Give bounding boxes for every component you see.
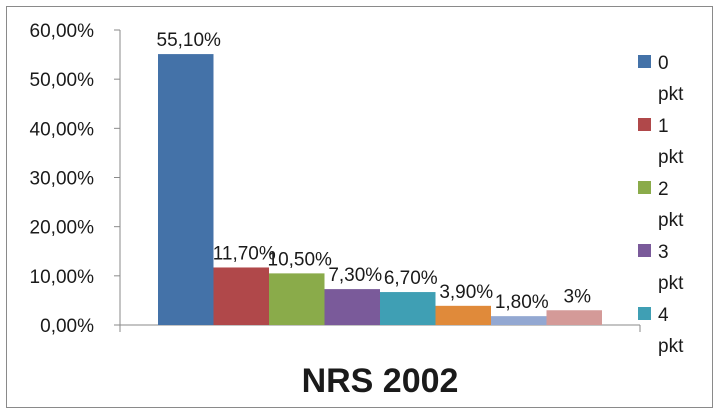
legend-label: 3 (658, 242, 669, 263)
legend-label-unit: pkt (658, 336, 684, 357)
legend-swatch (638, 244, 651, 257)
bar (213, 267, 269, 325)
bar (546, 310, 602, 325)
y-tick-label: 50,00% (30, 70, 95, 91)
data-label: 10,50% (268, 249, 333, 270)
data-label: 6,70% (384, 268, 438, 289)
bar (269, 273, 325, 325)
bar (158, 54, 214, 325)
legend-swatch (638, 181, 651, 194)
legend-label-unit: pkt (658, 210, 684, 231)
data-labels: 55,10% 11,70%10,50%7,30% 6,70%3,90% 1,80% 3% (157, 30, 592, 313)
legend-label-unit: pkt (658, 273, 684, 294)
data-label: 7,30% (328, 265, 382, 286)
bars (158, 54, 602, 325)
data-label: 1,80% (495, 292, 549, 313)
y-tick-label: 20,00% (30, 218, 95, 239)
y-tick-label: 30,00% (30, 169, 95, 190)
y-tick-label: 40,00% (30, 119, 95, 140)
data-label: 3,90% (439, 282, 493, 303)
legend-swatch (638, 55, 651, 68)
y-tick-label: 10,00% (30, 267, 95, 288)
legend-swatch (638, 307, 651, 320)
bar (380, 292, 436, 325)
legend: 0 pkt 1 pkt 2 pkt 3 pkt 4 pkt (638, 53, 684, 357)
data-label: 11,70% (213, 243, 276, 264)
y-tick-label: 0,00% (40, 316, 94, 337)
legend-label: 4 (658, 305, 669, 326)
data-label: 55,10% (157, 30, 222, 51)
legend-label-unit: pkt (658, 84, 684, 105)
chart-frame (6, 6, 713, 408)
data-label: 3% (564, 286, 592, 307)
bar (324, 289, 380, 325)
bar (435, 305, 491, 325)
chart-title: NRS 2002 (302, 362, 459, 400)
axes: 0,00% 10,00% 20,00% 30,00% 40,00% 50,00% 60,00… (30, 21, 641, 337)
legend-label-unit: pkt (658, 147, 684, 168)
legend-swatch (638, 118, 651, 131)
legend-label: 2 (658, 179, 669, 200)
legend-label: 1 (658, 116, 669, 137)
legend-label: 0 (658, 53, 669, 74)
y-tick-label: 60,00% (30, 21, 95, 42)
bar (491, 316, 547, 325)
